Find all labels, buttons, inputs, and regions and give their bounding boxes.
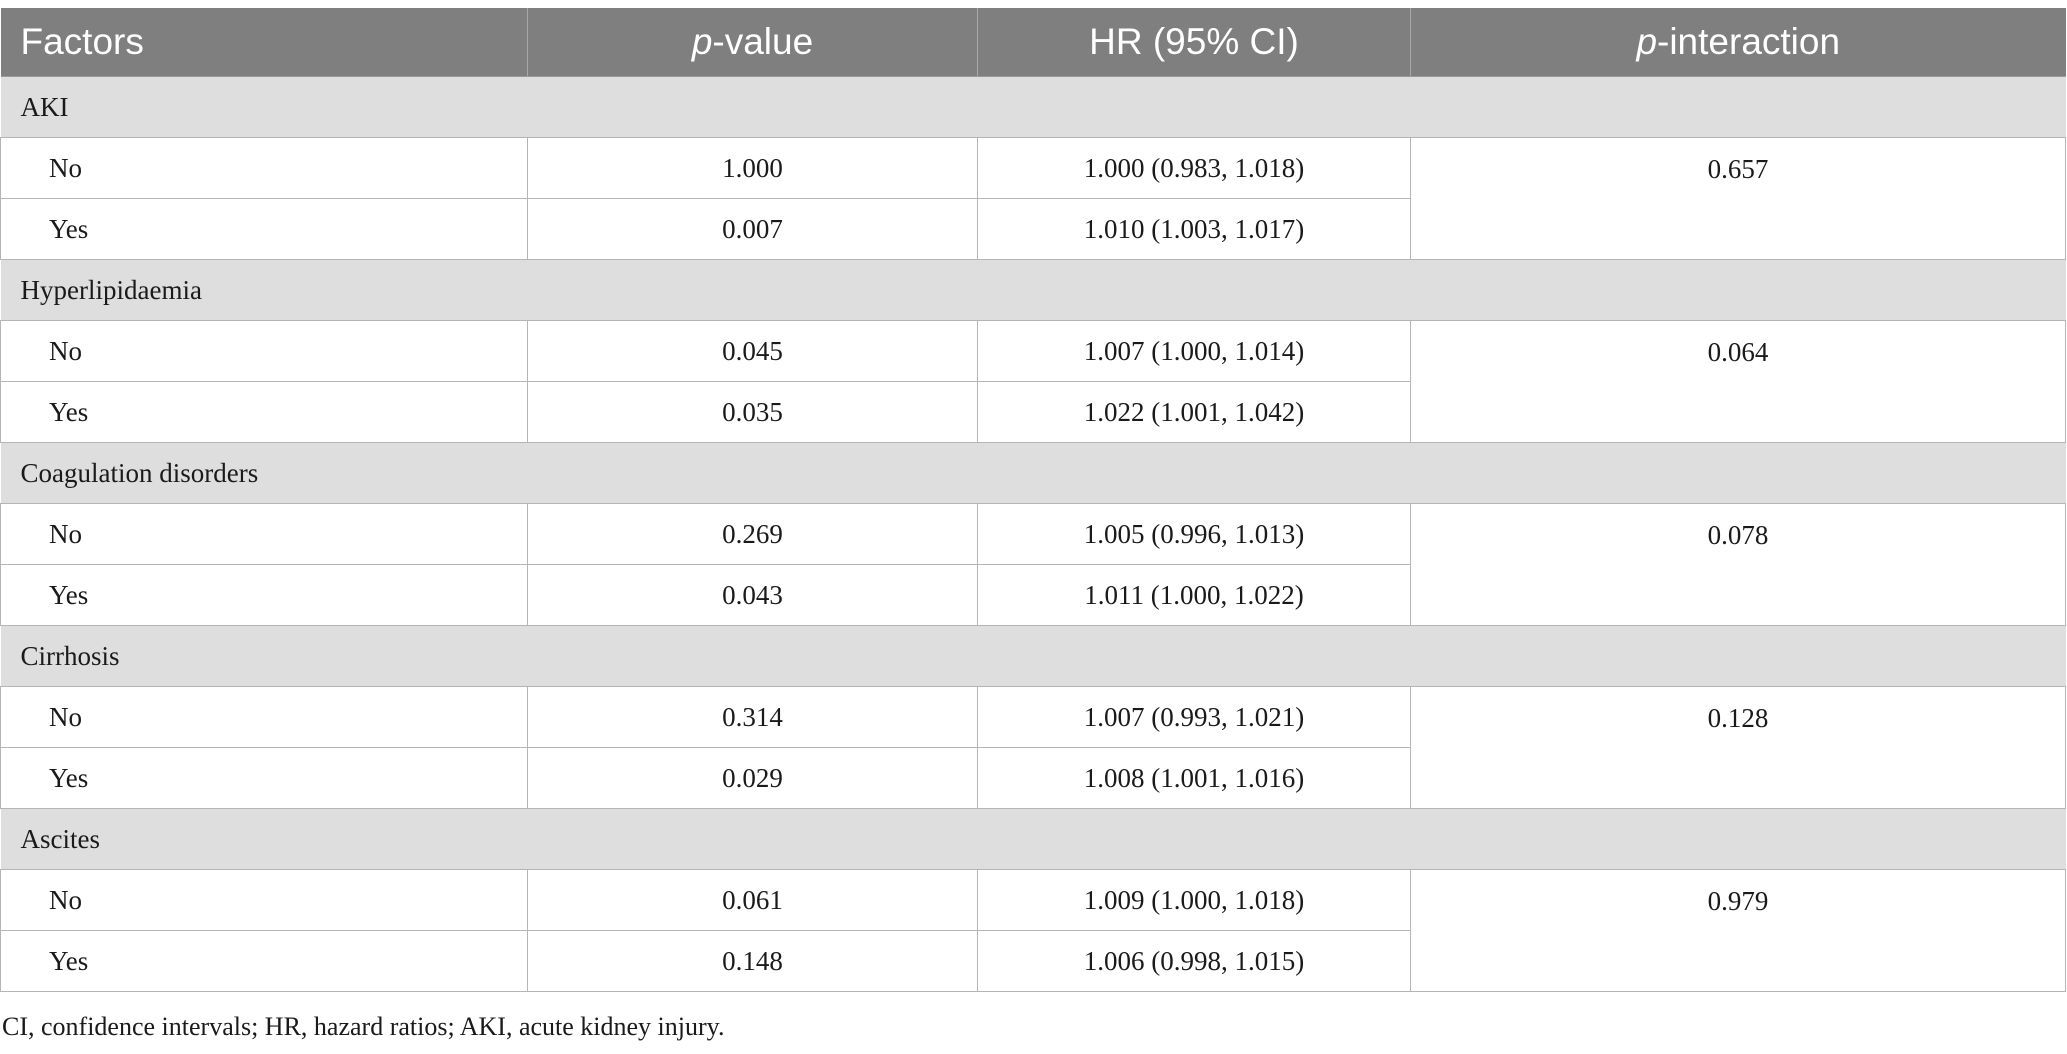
header-p-interaction: p-interaction [1410, 8, 2066, 77]
subgroup-analysis-table: Factors p-value HR (95% CI) p-interactio… [0, 8, 2066, 992]
group-label: Ascites [0, 808, 2066, 870]
p-interaction-cell: 0.078 [1410, 503, 2066, 626]
header-p-value-text: -value [712, 21, 814, 62]
header-p-value-italic: p [691, 21, 713, 62]
table-row: No 0.314 1.007 (0.993, 1.021) 0.128 [0, 686, 2066, 809]
header-factors: Factors [0, 8, 528, 77]
group-row: Coagulation disorders [0, 442, 2066, 504]
hr-cell: 1.007 (0.993, 1.021) [977, 686, 1411, 748]
group-label: Cirrhosis [0, 625, 2066, 687]
hr-cell: 1.011 (1.000, 1.022) [977, 564, 1411, 626]
p-value-cell: 0.314 [527, 686, 978, 748]
results-table-container: Factors p-value HR (95% CI) p-interactio… [0, 8, 2066, 992]
subgroup-label: No [0, 503, 528, 565]
header-row: Factors p-value HR (95% CI) p-interactio… [0, 8, 2066, 77]
table-header: Factors p-value HR (95% CI) p-interactio… [0, 8, 2066, 77]
p-value-cell: 0.045 [527, 320, 978, 382]
table-footnote: CI, confidence intervals; HR, hazard rat… [2, 1012, 725, 1041]
p-value-cell: 0.007 [527, 198, 978, 260]
table-row: Yes 0.029 1.008 (1.001, 1.016) [0, 747, 2066, 809]
subgroup-label: Yes [0, 198, 528, 260]
group-row: Ascites [0, 808, 2066, 870]
p-interaction-cell: 0.979 [1410, 869, 2066, 992]
subgroup-label: Yes [0, 930, 528, 992]
group-label: Coagulation disorders [0, 442, 2066, 504]
hr-cell: 1.009 (1.000, 1.018) [977, 869, 1411, 931]
group-label: Hyperlipidaemia [0, 259, 2066, 321]
table-row: No 0.061 1.009 (1.000, 1.018) 0.979 [0, 869, 2066, 992]
p-value-cell: 0.061 [527, 869, 978, 931]
table-row: Yes 0.148 1.006 (0.998, 1.015) [0, 930, 2066, 992]
p-value-cell: 0.148 [527, 930, 978, 992]
table-row: Yes 0.007 1.010 (1.003, 1.017) [0, 198, 2066, 260]
table-row: No 0.045 1.007 (1.000, 1.014) 0.064 [0, 320, 2066, 443]
subgroup-label: Yes [0, 381, 528, 443]
header-p-interaction-italic: p [1636, 21, 1658, 62]
p-value-cell: 1.000 [527, 137, 978, 199]
p-value-cell: 0.035 [527, 381, 978, 443]
p-value-cell: 0.029 [527, 747, 978, 809]
header-p-interaction-text: -interaction [1657, 21, 1841, 62]
group-row: AKI [0, 76, 2066, 138]
hr-cell: 1.007 (1.000, 1.014) [977, 320, 1411, 382]
group-row: Cirrhosis [0, 625, 2066, 687]
subgroup-label: Yes [0, 747, 528, 809]
subgroup-label: No [0, 869, 528, 931]
subgroup-label: Yes [0, 564, 528, 626]
header-hr: HR (95% CI) [977, 8, 1411, 77]
p-interaction-cell: 0.128 [1410, 686, 2066, 809]
hr-cell: 1.005 (0.996, 1.013) [977, 503, 1411, 565]
subgroup-label: No [0, 686, 528, 748]
hr-cell: 1.008 (1.001, 1.016) [977, 747, 1411, 809]
group-label: AKI [0, 76, 2066, 138]
p-interaction-cell: 0.064 [1410, 320, 2066, 443]
hr-cell: 1.006 (0.998, 1.015) [977, 930, 1411, 992]
subgroup-label: No [0, 320, 528, 382]
p-value-cell: 0.269 [527, 503, 978, 565]
p-interaction-cell: 0.657 [1410, 137, 2066, 260]
table-row: No 0.269 1.005 (0.996, 1.013) 0.078 [0, 503, 2066, 626]
subgroup-label: No [0, 137, 528, 199]
group-row: Hyperlipidaemia [0, 259, 2066, 321]
table-row: No 1.000 1.000 (0.983, 1.018) 0.657 [0, 137, 2066, 260]
hr-cell: 1.000 (0.983, 1.018) [977, 137, 1411, 199]
header-p-value: p-value [527, 8, 978, 77]
hr-cell: 1.010 (1.003, 1.017) [977, 198, 1411, 260]
hr-cell: 1.022 (1.001, 1.042) [977, 381, 1411, 443]
p-value-cell: 0.043 [527, 564, 978, 626]
table-body: AKI No 1.000 1.000 (0.983, 1.018) 0.657 Yes 0.… [0, 76, 2066, 992]
